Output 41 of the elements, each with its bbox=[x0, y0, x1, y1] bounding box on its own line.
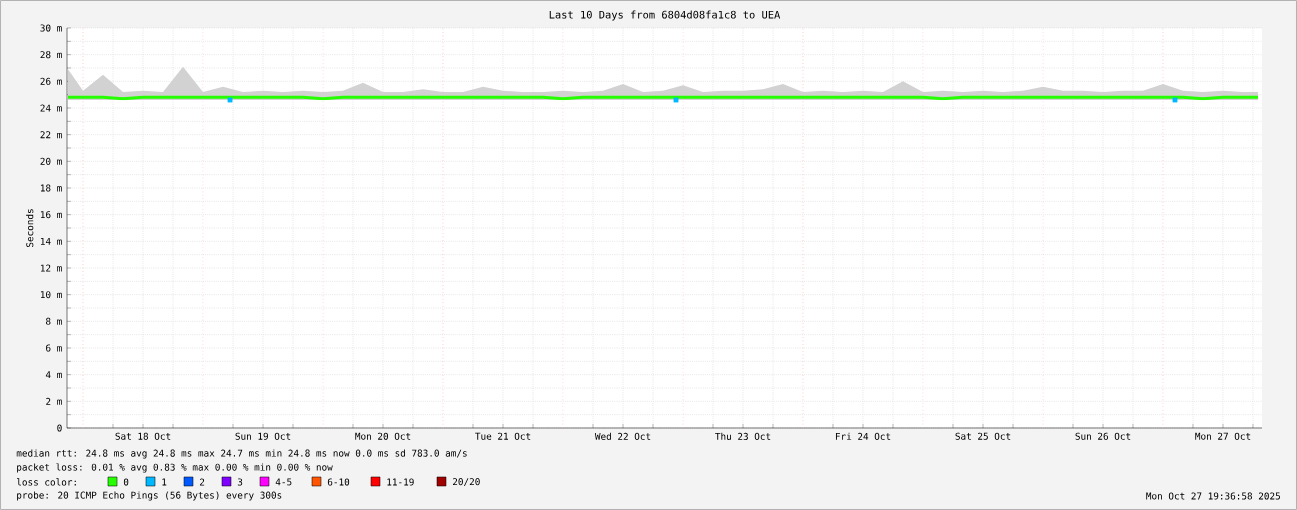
y-tick-label: 0 bbox=[57, 424, 62, 432]
x-tick-label: Fri 24 Oct bbox=[835, 432, 891, 440]
legend-label: 4-5 bbox=[275, 478, 292, 486]
x-tick-label: Tue 21 Oct bbox=[475, 432, 531, 440]
legend-title: loss color: bbox=[17, 478, 76, 486]
y-tick-label: 16 m bbox=[40, 211, 62, 219]
legend-label: 20/20 bbox=[452, 478, 480, 486]
x-tick-label: Mon 20 Oct bbox=[355, 432, 411, 440]
y-tick-label: 18 m bbox=[40, 184, 62, 192]
y-tick-label: 12 m bbox=[40, 264, 62, 272]
x-tick-label: Mon 27 Oct bbox=[1195, 432, 1251, 440]
x-tick-label: Sat 25 Oct bbox=[955, 432, 1011, 440]
y-tick-label: 22 m bbox=[40, 131, 62, 139]
y-tick-label: 30 m bbox=[40, 24, 62, 32]
y-axis-title: Seconds bbox=[26, 209, 34, 248]
chart-title: Last 10 Days from 6804d08fa1c8 to UEA bbox=[549, 10, 781, 21]
x-tick-label: Thu 23 Oct bbox=[715, 432, 771, 440]
legend-label: 0 bbox=[123, 478, 129, 486]
x-tick-label: Wed 22 Oct bbox=[594, 432, 651, 440]
y-tick-label: 2 m bbox=[46, 397, 62, 405]
y-tick-label: 24 m bbox=[40, 104, 62, 112]
y-tick-label: 20 m bbox=[40, 157, 62, 165]
x-tick-label: Sun 26 Oct bbox=[1075, 432, 1131, 440]
y-tick-label: 4 m bbox=[45, 371, 62, 379]
x-tick-label: Sat 18 Oct bbox=[115, 432, 171, 440]
y-tick-label: 28 m bbox=[40, 51, 62, 59]
legend-label: 11-19 bbox=[387, 478, 414, 486]
y-tick-label: 8 m bbox=[46, 317, 62, 325]
y-tick-label: 14 m bbox=[40, 237, 62, 245]
text: median rtt: 24.8 ms avg 24.8 ms max 24.7 ms min 24.8 ms now 0.0 ms sd 783.0 am/s bbox=[16, 449, 467, 459]
text: probe: 20 ICMP Echo Pings (56 Bytes) every 300s bbox=[17, 491, 282, 501]
text: Mon Oct 27 19:36:58 2025 bbox=[1146, 492, 1280, 500]
y-tick-label: 10 m bbox=[40, 291, 62, 299]
legend-label: 6-10 bbox=[327, 478, 350, 486]
legend-label: 3 bbox=[237, 478, 243, 486]
text: packet loss: 0.01 % avg 0.83 % max 0.00 % min 0.00 % now bbox=[17, 463, 333, 473]
legend-label: 2 bbox=[199, 478, 205, 486]
x-tick-label: Sun 19 Oct bbox=[235, 432, 291, 440]
y-tick-label: 6 m bbox=[46, 344, 62, 352]
legend-label: 1 bbox=[162, 478, 167, 486]
y-tick-label: 26 m bbox=[40, 77, 62, 85]
